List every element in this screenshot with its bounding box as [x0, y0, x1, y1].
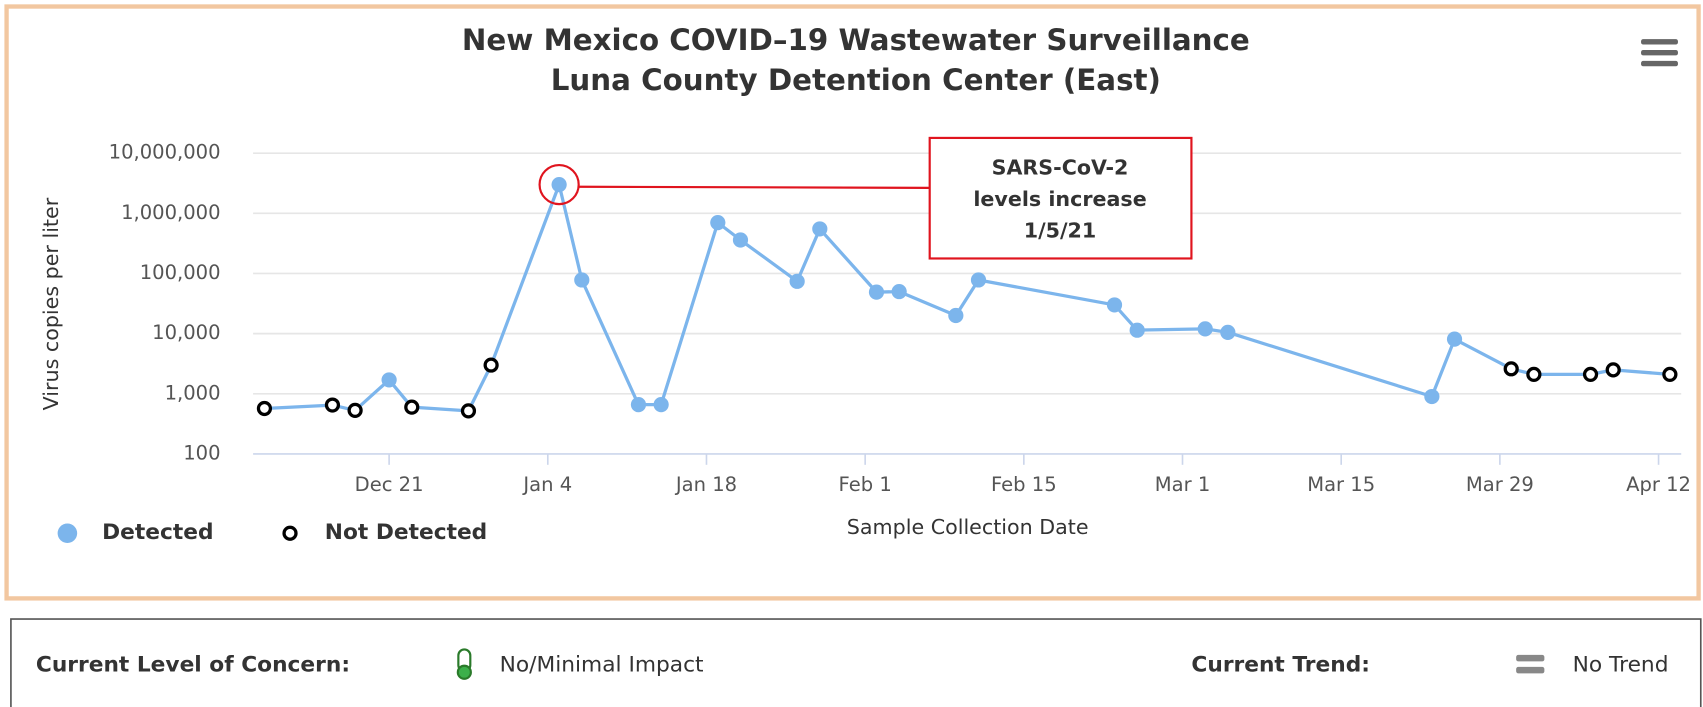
level-value: No/Minimal Impact [500, 653, 704, 678]
point-marker [812, 221, 828, 237]
point-marker [789, 273, 805, 289]
legend-item[interactable]: Detected [57, 520, 214, 545]
menu-bar [1641, 49, 1678, 56]
legend-item[interactable]: Not Detected [282, 520, 487, 545]
trend-value: No Trend [1573, 653, 1669, 678]
x-tick-label: Apr 12 [1626, 473, 1691, 496]
thermometer-icon [456, 648, 472, 680]
trend-icon [1516, 654, 1545, 674]
x-tick-label: Feb 15 [991, 473, 1057, 496]
status-panel [10, 618, 1702, 707]
point-marker [1446, 331, 1463, 347]
point-marker [868, 284, 885, 300]
menu-bar [1641, 60, 1678, 67]
point-marker [1197, 321, 1213, 337]
annotation-text: levels increase [973, 187, 1146, 211]
point-marker [574, 272, 590, 288]
annotation-ring [538, 163, 580, 206]
y-tick-label: 100 [183, 441, 220, 464]
series-line [264, 182, 1671, 413]
x-tick-label: Jan 4 [521, 473, 572, 496]
annotation-box [928, 136, 1193, 260]
point-marker [630, 397, 647, 413]
trend-bar [1516, 654, 1545, 662]
x-tick-label: Mar 15 [1307, 473, 1375, 496]
annotation-connector [578, 185, 930, 189]
thermometer-bulb [456, 664, 472, 680]
annotation-text: SARS-CoV-2 [992, 155, 1129, 179]
point-marker [1605, 362, 1621, 378]
x-tick-label: Jan 18 [674, 473, 737, 496]
point-marker [653, 397, 669, 413]
menu-button[interactable] [1641, 39, 1678, 67]
point-marker [324, 397, 341, 413]
chart-title: New Mexico COVID–19 Wastewater Surveilla… [462, 23, 1250, 57]
x-tick-label: Dec 21 [355, 473, 424, 496]
point-marker [732, 232, 749, 248]
point-marker [1582, 366, 1599, 383]
chart-frame [4, 4, 1701, 601]
legend-label: Detected [102, 520, 213, 545]
y-tick-label: 1,000 [165, 381, 221, 404]
point-marker [891, 283, 907, 300]
x-tick-label: Feb 1 [839, 473, 892, 496]
point-marker [483, 357, 499, 373]
menu-bar [1641, 39, 1678, 45]
point-marker [256, 400, 273, 417]
legend-label: Not Detected [325, 520, 487, 545]
point-marker [1662, 366, 1678, 383]
legend-symbol [282, 525, 298, 541]
annotation-text: 1/5/21 [1024, 218, 1096, 242]
point-marker [1220, 324, 1236, 340]
point-marker [404, 399, 420, 415]
y-tick-label: 10,000 [152, 321, 220, 344]
x-tick-label: Mar 29 [1466, 473, 1534, 496]
legend-symbol [57, 523, 78, 544]
point-marker [381, 372, 397, 388]
point-marker [710, 215, 726, 231]
point-marker [347, 402, 363, 418]
y-tick-label: 1,000,000 [121, 201, 220, 224]
point-marker [1129, 322, 1145, 338]
y-axis-title: Virus copies per liter [39, 197, 63, 410]
point-marker [948, 307, 964, 324]
point-marker [1106, 297, 1123, 313]
trend-label: Current Trend: [1191, 653, 1370, 678]
point-marker [970, 272, 987, 288]
x-axis-title: Sample Collection Date [847, 515, 1089, 539]
level-label: Current Level of Concern: [36, 653, 350, 678]
chart-subtitle: Luna County Detention Center (East) [551, 63, 1161, 97]
point-marker [1526, 366, 1542, 383]
point-marker [1503, 361, 1519, 377]
point-marker [460, 403, 477, 419]
x-tick-label: Mar 1 [1155, 473, 1211, 496]
y-tick-label: 10,000,000 [109, 141, 221, 164]
trend-bar [1516, 666, 1545, 674]
y-tick-label: 100,000 [140, 261, 221, 284]
point-marker [551, 176, 567, 193]
point-marker [1424, 388, 1440, 405]
